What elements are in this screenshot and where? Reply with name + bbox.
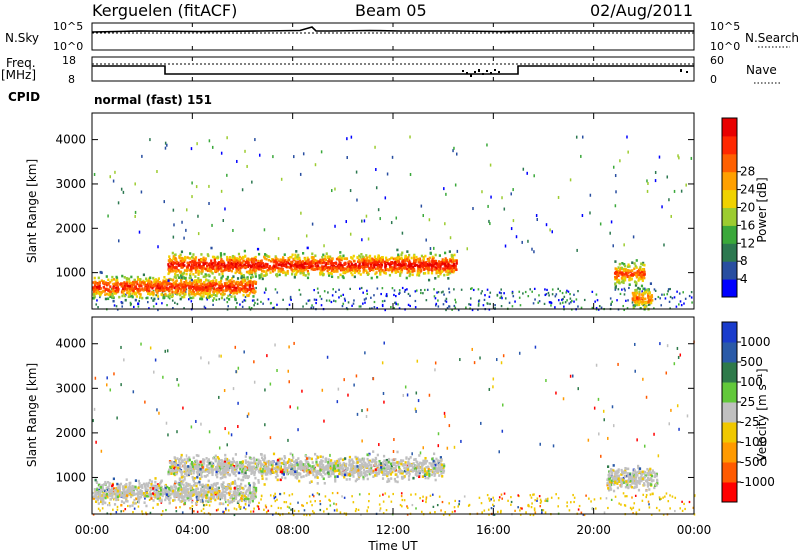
- y-tick-label: 1000: [55, 266, 86, 280]
- colorbar-tick-label: 25: [740, 395, 755, 409]
- velocity-colorbar-label: Velocity [m s⁻¹]: [755, 368, 769, 461]
- velocity-y-axis: 1000 2000 3000 4000: [55, 337, 694, 484]
- nsky-trace: [91, 26, 694, 33]
- colorbar-tick-label: 500: [740, 355, 763, 369]
- nsky-panel: N.Sky 10^5 10^0 10^5 10^0 N.Search: [5, 20, 799, 53]
- nsearch-tick-low: 10^0: [710, 40, 740, 53]
- velocity-echo-region: [92, 477, 258, 509]
- freq-label-1: Freq.: [6, 56, 36, 70]
- date-title: 02/Aug/2011: [590, 1, 693, 20]
- colorbar-segment: [722, 482, 737, 503]
- nsearch-label: N.Search: [745, 31, 799, 45]
- colorbar-tick-label: 8: [740, 254, 748, 268]
- nsky-tick-high: 10^5: [53, 20, 83, 33]
- colorbar-tick-label: 12: [740, 236, 755, 250]
- velocity-colorbar: 1000 500 100 25 -25 -100 -500 -1000: [721, 321, 775, 503]
- freq-label-2: [MHz]: [1, 68, 36, 82]
- colorbar-segment: [722, 362, 737, 383]
- station-title: Kerguelen (fitACF): [92, 1, 237, 20]
- velocity-y-axis-label: Slant Range [km]: [25, 363, 39, 467]
- colorbar-segment: [722, 442, 737, 463]
- cpid-label: CPID: [8, 90, 40, 104]
- x-tick-label: 12:00: [376, 523, 411, 537]
- freq-trace: [92, 65, 694, 75]
- velocity-panel: 1000 2000 3000 4000 Slant Range [km] 1000 50…: [25, 316, 775, 517]
- y-tick-label: 3000: [55, 177, 86, 191]
- x-tick-label: 20:00: [576, 523, 611, 537]
- nave-tick-low: 0: [710, 73, 717, 86]
- power-echo-region: [92, 270, 258, 306]
- colorbar-tick-label: 16: [740, 218, 755, 232]
- x-tick-label: 16:00: [476, 523, 511, 537]
- nsky-tick-low: 10^0: [53, 40, 83, 53]
- colorbar-frame: [721, 321, 738, 503]
- power-colorbar-label: Power [dB]: [755, 177, 769, 242]
- colorbar-segment: [722, 243, 737, 262]
- colorbar-segment: [722, 135, 737, 155]
- colorbar-tick-label: 100: [740, 375, 763, 389]
- colorbar-tick-label: -1000: [740, 475, 775, 489]
- x-tick-label: 00:00: [677, 523, 712, 537]
- freq-tick-high: 18: [62, 54, 76, 67]
- y-tick-label: 2000: [55, 221, 86, 235]
- power-colorbar: 4 8 12 16 20 24 28: [721, 117, 755, 298]
- nsky-frame: [91, 22, 695, 51]
- beam-title: Beam 05: [355, 1, 427, 20]
- colorbar-segment: [722, 279, 737, 298]
- y-tick-label: 4000: [55, 337, 86, 351]
- x-tick-label: 00:00: [75, 523, 110, 537]
- colorbar-segment: [722, 322, 737, 343]
- colorbar-tick-label: -25: [740, 415, 760, 429]
- power-echo-region: [613, 259, 646, 290]
- nave-label: Nave: [746, 63, 777, 77]
- colorbar-segment: [722, 118, 737, 137]
- power-plot-area: [92, 135, 693, 312]
- x-axis-label: Time UT: [367, 539, 418, 553]
- velocity-echo-region: [167, 450, 446, 486]
- colorbar-segment: [722, 342, 737, 363]
- nave-scatter: [462, 69, 688, 77]
- cpid-value: normal (fast) 151: [94, 93, 212, 107]
- y-tick-label: 2000: [55, 426, 86, 440]
- colorbar-segment: [722, 189, 737, 208]
- colorbar-segment: [722, 402, 737, 423]
- x-tick-label: 08:00: [275, 523, 310, 537]
- colorbar-tick-label: -500: [740, 455, 767, 469]
- y-tick-label: 3000: [55, 381, 86, 395]
- time-x-axis: 00:00 04:00 08:00 12:00 16:00 20:00 00:00: [75, 23, 712, 537]
- colorbar-tick-label: 28: [740, 165, 755, 179]
- colorbar-segment: [722, 382, 737, 403]
- power-echo-region: [167, 246, 458, 282]
- x-tick-label: 04:00: [175, 523, 210, 537]
- freq-tick-low: 8: [68, 73, 75, 86]
- nsky-label: N.Sky: [5, 31, 39, 45]
- colorbar-segment: [722, 171, 737, 191]
- nsearch-tick-high: 10^5: [710, 20, 740, 33]
- colorbar-segment: [722, 261, 737, 280]
- freq-panel: Freq. [MHz] 18 8 60 0 Nave: [1, 54, 780, 86]
- colorbar-segment: [722, 153, 737, 173]
- y-tick-label: 1000: [55, 470, 86, 484]
- power-y-axis-label: Slant Range [km]: [25, 159, 39, 263]
- colorbar-segment: [722, 225, 737, 244]
- colorbar-tick-label: 4: [740, 272, 748, 286]
- power-panel: 1000 2000 3000 4000 Slant Range [km] 4 8 12 16…: [25, 112, 769, 312]
- colorbar-segment: [722, 422, 737, 443]
- colorbar-tick-label: 1000: [740, 335, 771, 349]
- velocity-plot-area: [92, 340, 696, 517]
- colorbar-segment: [722, 207, 737, 226]
- colorbar-tick-label: 24: [740, 183, 755, 197]
- y-tick-label: 4000: [55, 133, 86, 147]
- colorbar-tick-label: 20: [740, 201, 755, 215]
- nave-tick-high: 60: [710, 54, 724, 67]
- power-y-axis: 1000 2000 3000 4000: [55, 133, 694, 280]
- colorbar-tick-label: -100: [740, 435, 767, 449]
- velocity-echo-region: [606, 464, 659, 496]
- power-echo-region: [631, 282, 654, 311]
- colorbar-segment: [722, 462, 737, 483]
